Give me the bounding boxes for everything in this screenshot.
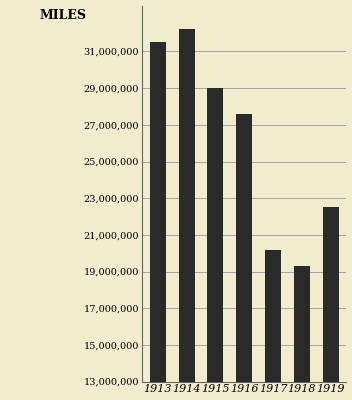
Bar [294, 266, 310, 400]
Bar [236, 114, 252, 400]
Bar [207, 88, 223, 400]
Bar [265, 250, 281, 400]
Bar [150, 42, 166, 400]
Bar [179, 30, 195, 400]
Text: MILES: MILES [40, 9, 87, 22]
Bar [323, 207, 339, 400]
